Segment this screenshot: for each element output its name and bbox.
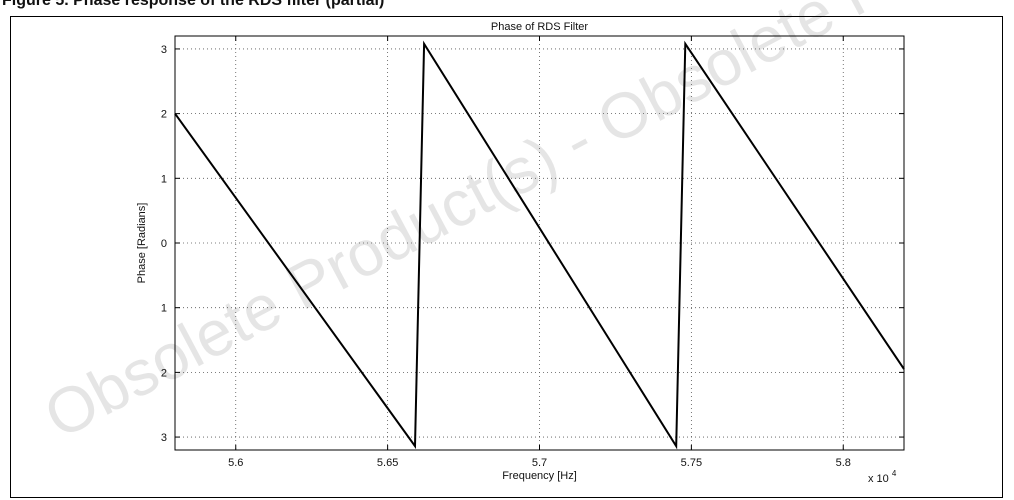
x-tick-label: 5.65	[377, 457, 398, 469]
axis-ticks: 5.6 5.65 5.7 5.75 5.8 3 2 1 0 1 2 3	[161, 36, 904, 469]
y-tick-label: 2	[161, 367, 167, 379]
y-tick-label: 3	[161, 432, 167, 444]
x-tick-label: 5.75	[681, 457, 702, 469]
y-tick-label: 1	[161, 173, 167, 185]
figure-frame	[10, 16, 1003, 498]
figure-caption: Figure 5. Phase response of the RDS filt…	[2, 0, 385, 9]
y-tick-label: 1	[161, 303, 167, 315]
x-axis-multiplier-exponent: 4	[892, 469, 897, 478]
phase-series-line	[174, 40, 905, 450]
y-tick-label: 3	[161, 44, 167, 56]
series-group	[174, 40, 905, 450]
x-axis-multiplier: x 10 4	[868, 469, 897, 485]
x-tick-label: 5.6	[228, 457, 243, 469]
x-axis-multiplier-base: x 10	[868, 473, 889, 485]
y-axis-label: Phase [Radians]	[136, 203, 148, 284]
y-tick-label: 2	[161, 109, 167, 121]
y-tick-label: 0	[161, 238, 167, 250]
chart-title: Phase of RDS Filter	[491, 21, 589, 33]
x-tick-label: 5.7	[532, 457, 547, 469]
x-tick-label: 5.8	[836, 457, 851, 469]
x-axis-label: Frequency [Hz]	[502, 470, 577, 482]
grid	[175, 36, 904, 450]
